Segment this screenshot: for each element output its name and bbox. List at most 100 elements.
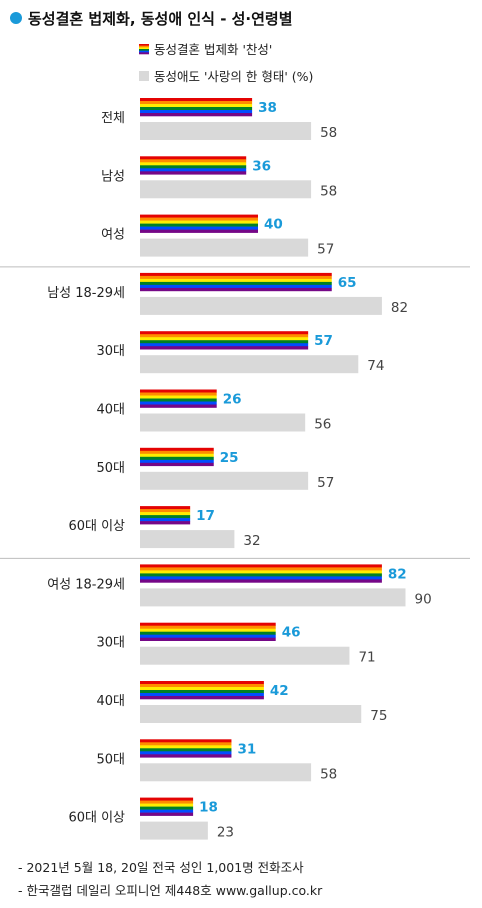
legend-swatch-rainbow-stripe [139,44,149,46]
value-label-love: 57 [317,242,334,258]
bar-support-stripe [140,459,214,464]
bar-support-stripe [140,690,264,694]
value-label-support: 42 [270,683,289,699]
bar-support-stripe [140,220,258,224]
bar-support-stripe [140,521,191,525]
bar-row: 남성 18-29세 65 82 [47,272,408,316]
bar-support [140,272,332,292]
bar-support-stripe [140,518,191,522]
category-label: 60대 이상 [68,811,125,826]
bar-support-stripe [140,684,264,688]
category-label: 40대 [96,694,125,709]
bar-support-stripe [140,806,194,810]
bar-love [140,646,350,665]
bar-support-stripe [140,803,194,807]
bar-support-stripe [140,739,232,743]
bar-support [140,797,194,816]
bar-love [140,238,309,257]
legend-swatch-gray [139,71,149,81]
bar-support-stripe [140,456,214,461]
bar-support-stripe [140,217,258,221]
value-label-support: 25 [220,450,239,466]
bar-row: 60대 이상 17 32 [68,506,261,549]
bar-support-stripe [140,401,217,405]
bar-love [140,705,362,723]
legend-swatch-rainbow [139,44,149,55]
title-bullet-icon [10,12,22,24]
bar-row: 60대 이상 18 23 [68,797,234,841]
category-label: 50대 [96,461,125,476]
bar-support-stripe [140,159,247,163]
value-label-support: 46 [282,625,301,641]
bar-support-stripe [140,404,217,408]
category-label: 남성 [101,169,125,184]
footnote-survey: - 2021년 5월 18, 20일 전국 성인 1,001명 전화조사 [18,860,304,875]
bar-row: 30대 57 74 [96,331,384,374]
value-label-support: 31 [237,741,256,757]
category-label: 30대 [96,344,125,359]
legend-label-support: 동성결혼 법제화 '찬성' [154,42,272,57]
bar-row: 30대 46 71 [96,622,376,666]
bar-support-stripe [140,104,253,108]
bar-support [140,447,214,467]
bar-support-stripe [140,107,253,111]
value-label-support: 18 [199,800,218,816]
bar-support-stripe [140,751,232,755]
bar-support [140,739,232,758]
bar-support-stripe [140,340,309,344]
value-label-support: 82 [388,566,407,582]
category-label: 30대 [96,636,125,651]
category-label: 여성 18-29세 [47,577,125,592]
bar-support-stripe [140,628,276,632]
bar-support-stripe [140,395,217,399]
bar-support [140,214,258,233]
bar-support-stripe [140,223,258,227]
bar-row: 40대 26 56 [96,389,331,433]
value-label-love: 32 [243,533,260,549]
bar-support-stripe [140,622,276,626]
bar-love [140,763,312,782]
value-label-love: 90 [415,591,432,607]
bar-love [140,180,312,199]
category-label: 60대 이상 [68,519,125,534]
bar-support-stripe [140,229,258,233]
legend-swatch-rainbow-stripe [139,50,149,53]
bar-support-stripe [140,156,247,160]
bar-support-stripe [140,567,382,571]
bar-support-stripe [140,272,332,277]
bar-support-stripe [140,812,194,816]
bar-support-stripe [140,165,247,169]
value-label-support: 26 [223,392,242,408]
value-label-love: 58 [320,183,337,199]
bar-love [140,122,312,140]
bar-support-stripe [140,226,258,230]
bar-support-stripe [140,631,276,635]
bar-support-stripe [140,800,194,804]
bar-support-stripe [140,447,214,452]
bar-support [140,331,309,350]
bar-support [140,98,253,117]
chart-title-row: 동성결혼 법제화, 동성애 인식 - 성·연령별 [10,6,293,30]
bar-support-stripe [140,337,309,341]
bar-support-stripe [140,284,332,289]
category-label: 전체 [101,111,125,126]
bar-support-stripe [140,287,332,292]
bar-support-stripe [140,570,382,574]
bar-support [140,564,382,583]
legend-swatch-rainbow-stripe [139,49,149,51]
bar-support-stripe [140,573,382,577]
category-label: 50대 [96,752,125,767]
bar-support-stripe [140,101,253,105]
bar-support [140,681,264,700]
bar-support-stripe [140,171,247,175]
bar-support-stripe [140,693,264,697]
bar-support-stripe [140,343,309,347]
bar-support-stripe [140,515,191,519]
bar-support-stripe [140,110,253,114]
value-label-support: 36 [252,158,271,174]
bar-row: 남성 36 58 [101,156,337,199]
bar-support-stripe [140,281,332,286]
bar-support-stripe [140,450,214,455]
bar-love [140,530,235,549]
